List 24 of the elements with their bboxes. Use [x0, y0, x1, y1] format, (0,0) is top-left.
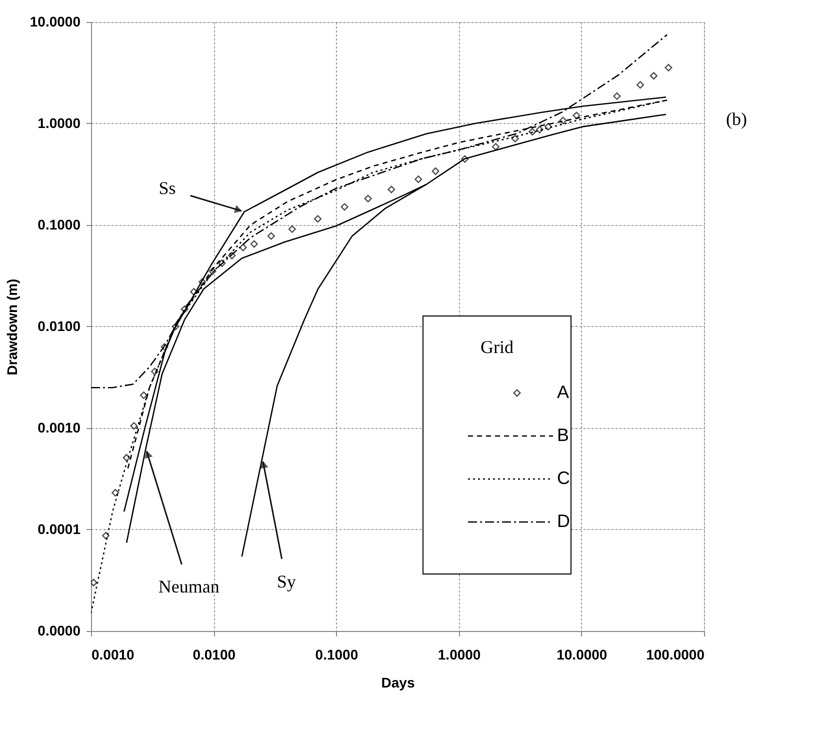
legend-label: D: [557, 511, 570, 531]
y-tick-label: 0.0010: [38, 420, 81, 436]
legend-label: A: [557, 382, 570, 402]
legend-label: C: [557, 468, 570, 488]
x-tick-label: 1.0000: [438, 646, 481, 662]
text: (b): [726, 109, 747, 129]
y-axis-title: Drawdown (m): [4, 278, 20, 376]
y-tick-label: 0.1000: [38, 216, 81, 232]
y-tick-label: 0.0000: [38, 622, 81, 638]
x-tick-label: 10.0000: [556, 646, 608, 662]
y-tick-label: 0.0001: [38, 521, 81, 537]
legend-label: B: [557, 425, 570, 445]
annotation: Sy: [276, 572, 296, 592]
annotation: Ss: [158, 178, 176, 198]
x-tick-label: 0.0100: [192, 646, 236, 662]
x-tick-label: 0.1000: [315, 646, 358, 662]
legend-title: Grid: [480, 337, 514, 357]
annotation: Neuman: [158, 576, 220, 596]
y-tick-label: 10.0000: [30, 14, 81, 30]
x-tick-label: 0.0010: [92, 646, 135, 662]
x-tick-label: 100.0000: [646, 646, 705, 662]
x-axis-title: Days: [381, 674, 415, 690]
y-tick-label: 0.0100: [38, 318, 81, 334]
y-tick-label: 1.0000: [38, 115, 81, 131]
